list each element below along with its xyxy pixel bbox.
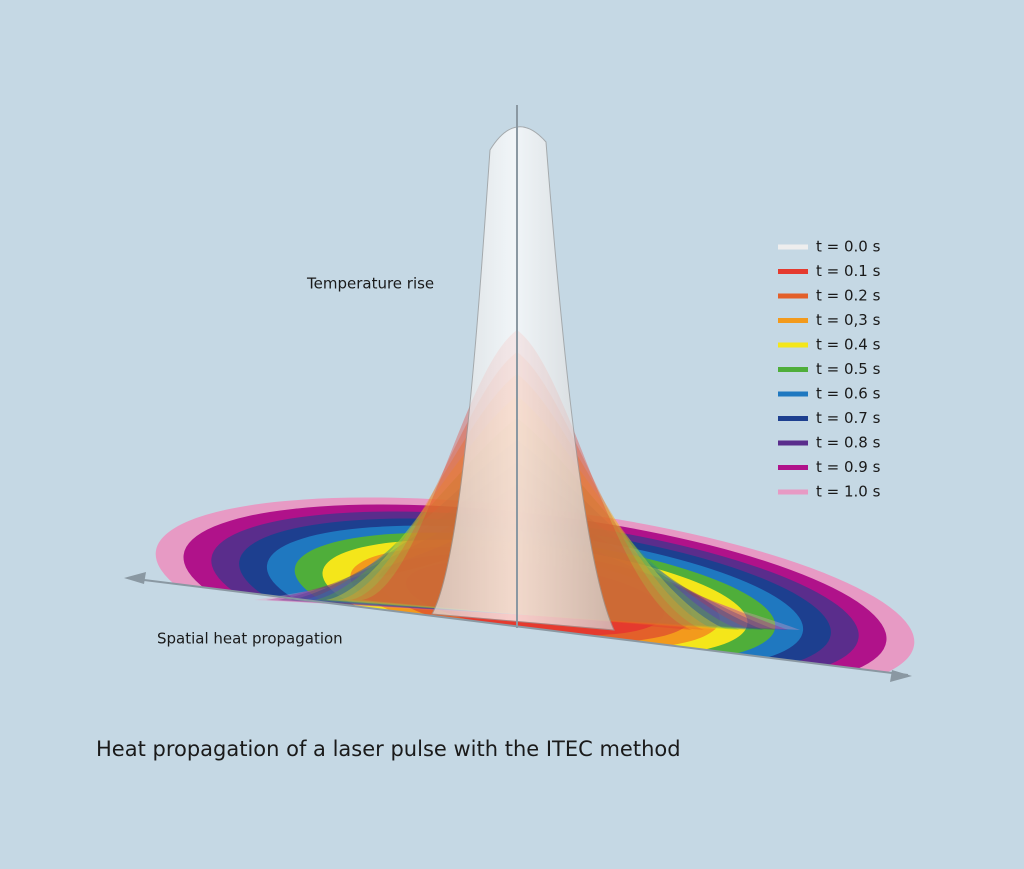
legend-label: t = 0.9 s [816, 458, 881, 476]
main-peak [431, 126, 615, 631]
legend-label: t = 0.2 s [816, 287, 881, 305]
caption: Heat propagation of a laser pulse with t… [96, 737, 681, 761]
axis-label: Spatial heat propagation [157, 630, 343, 648]
legend-label: t = 0.5 s [816, 360, 881, 378]
legend: t = 0.0 s t = 0.1 s t = 0.2 s t = 0,3 s t = … [778, 238, 881, 501]
axis-label: Temperature rise [306, 275, 434, 293]
legend-label: t = 1.0 s [816, 483, 881, 501]
legend-label: t = 0.4 s [816, 336, 881, 354]
legend-label: t = 0.7 s [816, 409, 881, 427]
legend-label: t = 0.8 s [816, 434, 881, 452]
horizontal-axis [127, 577, 909, 676]
legend-label: t = 0.0 s [816, 238, 881, 256]
arrow-head [124, 572, 146, 584]
legend-label: t = 0.6 s [816, 385, 881, 403]
arrow-head [890, 670, 912, 682]
legend-label: t = 0.1 s [816, 262, 881, 280]
legend-label: t = 0,3 s [816, 311, 881, 329]
